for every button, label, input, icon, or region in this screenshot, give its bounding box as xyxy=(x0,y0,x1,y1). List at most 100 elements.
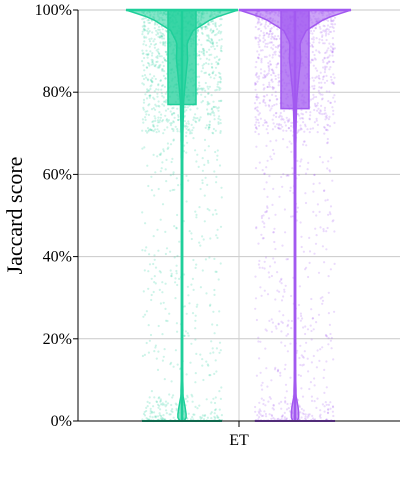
jitter-point xyxy=(194,120,197,123)
jitter-point xyxy=(172,129,175,133)
jitter-point xyxy=(277,54,280,57)
jitter-point xyxy=(148,339,151,342)
jitter-point xyxy=(173,188,176,191)
jitter-point xyxy=(301,395,305,398)
jitter-point xyxy=(141,49,144,52)
jitter-point xyxy=(153,411,156,414)
jitter-point xyxy=(202,238,205,241)
jitter-point xyxy=(278,290,281,293)
jitter-point xyxy=(313,102,317,105)
jitter-point xyxy=(156,155,159,158)
jitter-point xyxy=(145,113,148,116)
jitter-point xyxy=(255,126,258,129)
jitter-point xyxy=(259,49,262,52)
jitter-point xyxy=(164,42,167,45)
jitter-point xyxy=(265,144,268,147)
jitter-point xyxy=(258,416,261,419)
jitter-point xyxy=(304,201,308,205)
jitter-point xyxy=(157,35,160,38)
jitter-point xyxy=(312,45,315,48)
jitter-point xyxy=(277,44,280,47)
jitter-point xyxy=(214,25,217,28)
jitter-point xyxy=(309,127,312,130)
jitter-point xyxy=(156,128,159,131)
x-category-label: ET xyxy=(229,432,249,449)
jitter-point xyxy=(266,293,270,296)
jitter-point xyxy=(321,93,324,96)
jitter-point xyxy=(323,42,326,45)
jitter-point xyxy=(270,78,273,81)
jitter-point xyxy=(253,102,257,105)
jitter-point xyxy=(286,402,289,406)
jitter-point xyxy=(327,343,330,346)
jitter-point xyxy=(218,39,221,42)
jitter-point xyxy=(175,409,178,412)
jitter-point xyxy=(163,85,166,88)
y-tick-labels: 0%20%40%60%80%100% xyxy=(35,2,78,430)
jitter-point xyxy=(208,102,211,105)
jitter-point xyxy=(326,411,330,415)
jitter-point xyxy=(257,56,260,59)
jitter-point xyxy=(213,412,216,415)
jitter-point xyxy=(155,400,158,403)
jitter-point xyxy=(316,397,319,400)
jitter-point xyxy=(264,412,267,416)
jitter-point xyxy=(284,363,287,366)
jitter-point xyxy=(192,126,195,129)
jitter-point xyxy=(259,340,262,343)
jitter-point xyxy=(183,334,186,337)
jitter-point xyxy=(307,415,310,418)
jitter-point xyxy=(190,393,193,396)
jitter-point xyxy=(144,93,147,96)
jitter-point xyxy=(210,107,214,110)
jitter-point xyxy=(157,32,160,35)
jitter-point xyxy=(256,50,259,53)
jitter-point xyxy=(324,65,327,68)
jitter-point xyxy=(259,413,262,416)
jitter-point xyxy=(157,350,160,353)
jitter-point xyxy=(315,49,318,52)
jitter-point xyxy=(220,45,223,48)
jitter-point xyxy=(254,116,257,119)
jitter-point xyxy=(260,414,264,418)
jitter-point xyxy=(269,30,272,33)
jitter-point xyxy=(157,25,161,28)
jitter-point xyxy=(159,153,162,156)
jitter-point xyxy=(164,50,167,53)
jitter-point xyxy=(216,83,219,86)
jitter-point xyxy=(299,124,302,127)
iqr-box-1 xyxy=(167,9,197,106)
jitter-point xyxy=(176,107,179,110)
jitter-point xyxy=(272,408,275,411)
jitter-point xyxy=(318,38,321,41)
jitter-point xyxy=(257,56,260,59)
jitter-point xyxy=(214,21,217,24)
jitter-point xyxy=(175,322,178,325)
jitter-point xyxy=(259,371,262,374)
jitter-point xyxy=(281,117,284,120)
jitter-point xyxy=(318,92,321,95)
jitter-point xyxy=(216,324,219,327)
jitter-point xyxy=(326,141,329,144)
jitter-point xyxy=(163,70,166,73)
jitter-point xyxy=(148,401,151,405)
jitter-point xyxy=(298,114,301,117)
jitter-point xyxy=(280,400,283,403)
jitter-point xyxy=(175,177,178,180)
jitter-point xyxy=(265,74,268,77)
jitter-point xyxy=(308,387,311,391)
jitter-point xyxy=(271,32,274,35)
jitter-point xyxy=(218,310,221,313)
jitter-point xyxy=(146,79,150,82)
jitter-point xyxy=(259,72,263,75)
jitter-point xyxy=(311,414,314,417)
jitter-point xyxy=(318,359,321,362)
jitter-point xyxy=(328,54,331,57)
jitter-point xyxy=(141,52,144,55)
jitter-point xyxy=(159,79,162,82)
jitter-point xyxy=(321,39,324,42)
jitter-point xyxy=(189,418,192,421)
jitter-point xyxy=(159,408,162,411)
jitter-point xyxy=(201,235,204,238)
jitter-point xyxy=(161,84,165,87)
